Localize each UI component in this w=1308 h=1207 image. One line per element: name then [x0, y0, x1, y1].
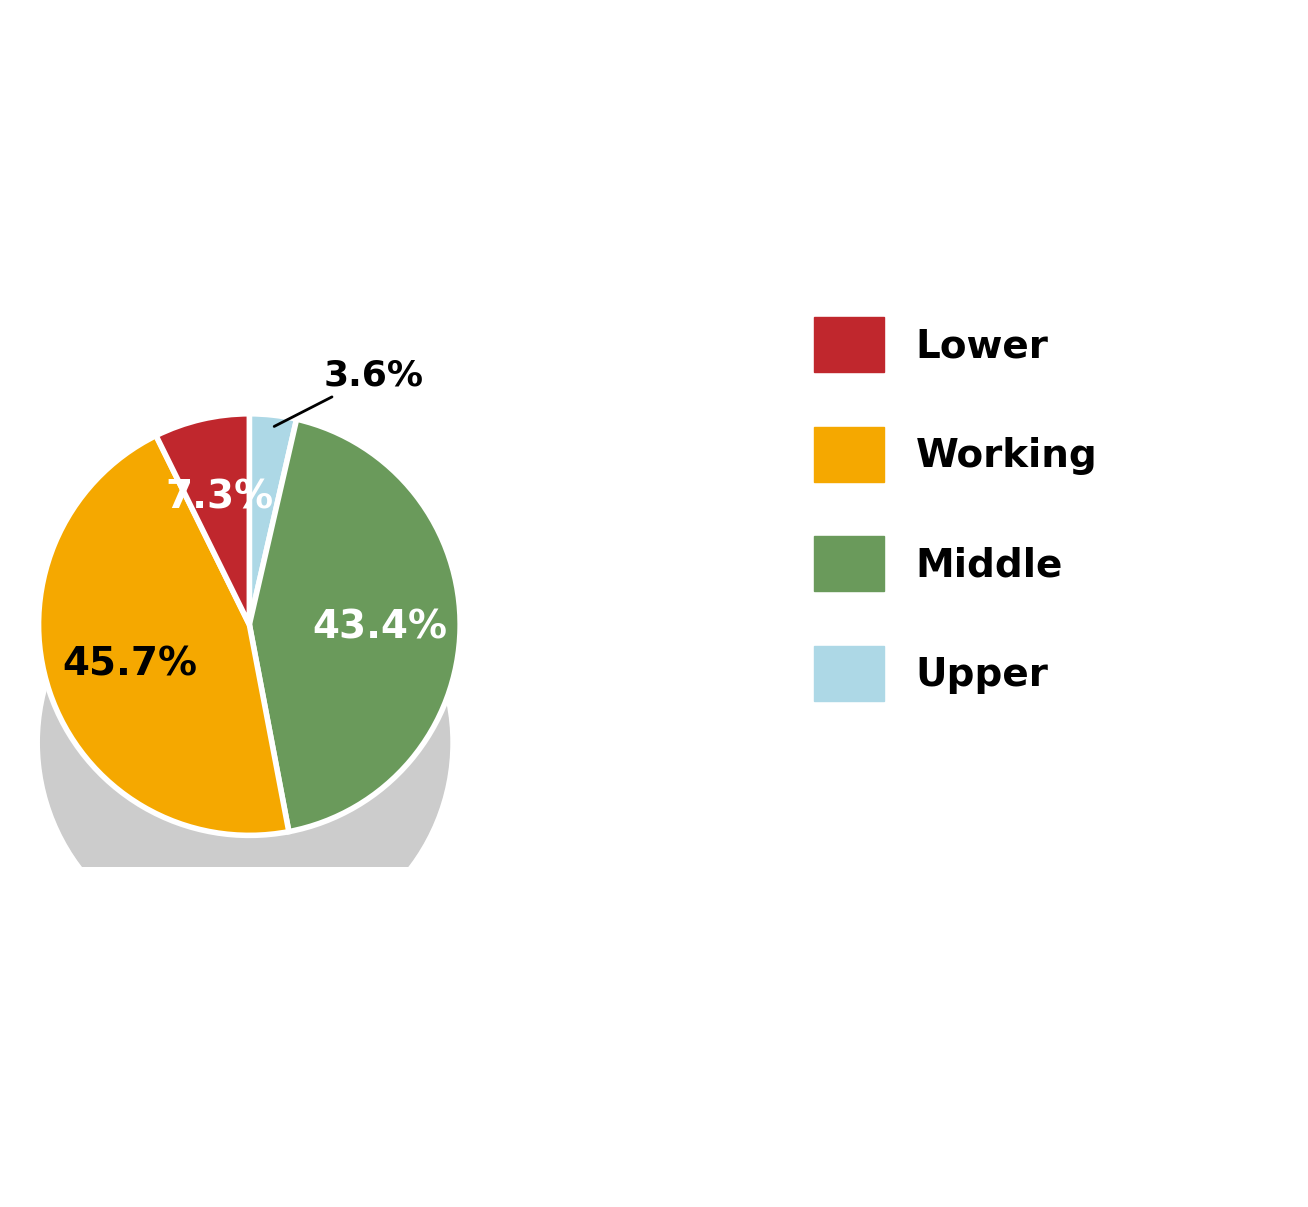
Wedge shape: [250, 419, 460, 832]
Circle shape: [41, 538, 450, 947]
Text: 43.4%: 43.4%: [313, 608, 447, 646]
Text: 3.6%: 3.6%: [275, 358, 422, 426]
Wedge shape: [38, 436, 289, 835]
Legend: Lower, Working, Middle, Upper: Lower, Working, Middle, Upper: [815, 317, 1097, 701]
Wedge shape: [156, 414, 250, 624]
Text: 45.7%: 45.7%: [61, 646, 198, 684]
Text: 7.3%: 7.3%: [166, 478, 273, 517]
Wedge shape: [250, 414, 297, 624]
